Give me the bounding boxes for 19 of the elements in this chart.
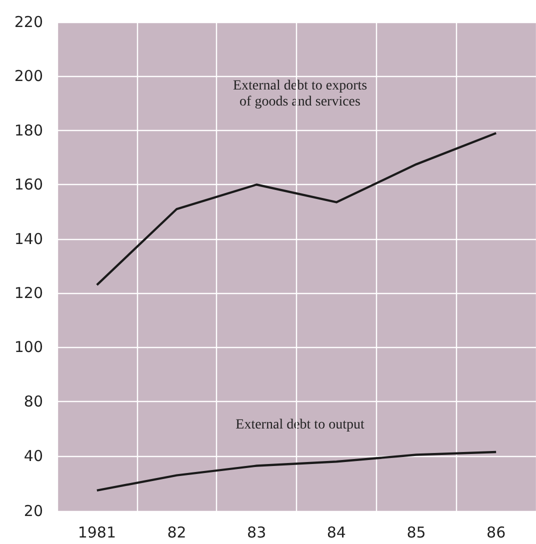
y-tick-label: 100 [14, 338, 43, 356]
y-tick-label: 180 [14, 121, 43, 140]
x-tick-label: 86 [486, 524, 506, 542]
line-series [96, 132, 498, 286]
annotation: External debt to output [236, 418, 364, 432]
line-series [96, 450, 498, 492]
y-tick-label: 220 [14, 13, 43, 31]
y-tick-label: 140 [14, 230, 43, 248]
y-tick-label: 160 [14, 176, 43, 194]
x-tick-label: 84 [326, 524, 346, 542]
x-tick-label: 82 [167, 524, 186, 542]
x-tick-label: 83 [247, 524, 266, 542]
y-tick-label: 120 [14, 284, 43, 302]
x-tick-label: 85 [406, 524, 426, 542]
y-tick-label: 40 [24, 447, 43, 466]
y-tick-label: 20 [24, 502, 43, 520]
x-tick-label: 1981 [78, 524, 116, 542]
y-tick-label: 200 [14, 67, 43, 86]
y-tick-label: 80 [24, 392, 43, 410]
